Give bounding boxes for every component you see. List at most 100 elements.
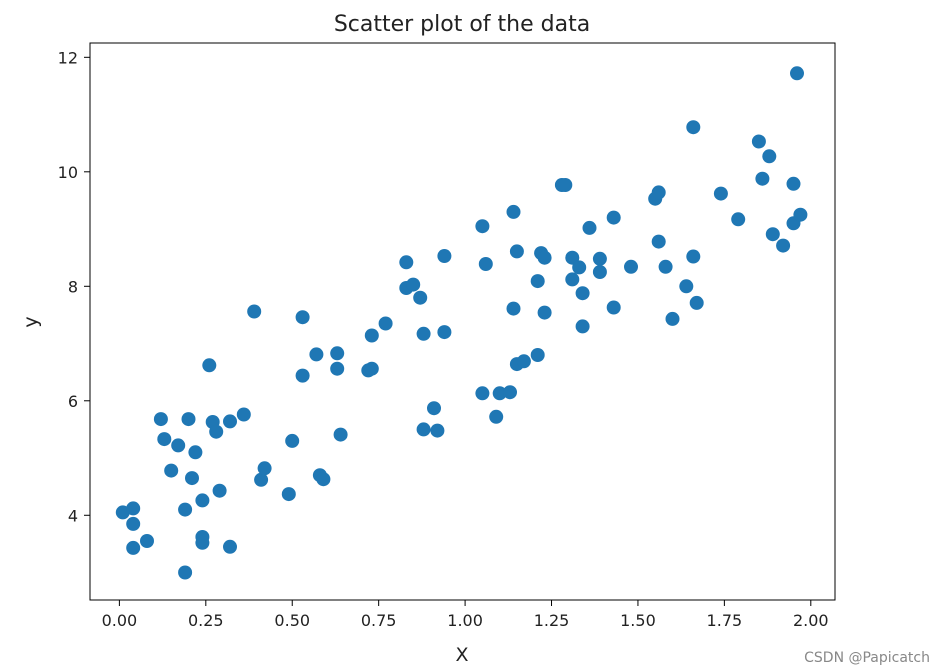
data-point [181, 412, 196, 427]
data-point [378, 316, 393, 331]
data-point [212, 483, 227, 498]
data-point [178, 565, 193, 580]
x-axis-ticks: 0.00 0.25 0.50 0.75 1.00 1.25 1.50 1.75 2.00 [102, 600, 829, 630]
data-point [309, 347, 324, 362]
data-point [765, 227, 780, 242]
data-point [254, 472, 269, 487]
data-point [475, 386, 490, 401]
data-point [558, 178, 573, 192]
data-point [530, 274, 545, 289]
data-point [592, 251, 607, 266]
data-point [195, 493, 210, 508]
y-tick-label: 12 [58, 48, 78, 67]
data-point [686, 120, 701, 135]
data-point [202, 358, 217, 373]
data-point [575, 319, 590, 334]
data-point [537, 250, 552, 265]
data-point [126, 516, 141, 531]
data-point [157, 432, 172, 447]
y-axis-ticks: 4 6 8 10 12 [58, 48, 90, 525]
data-point [437, 249, 452, 263]
data-point [582, 220, 597, 235]
axes-frame [89, 42, 836, 601]
data-point [689, 295, 704, 310]
data-point [364, 361, 379, 376]
data-point [651, 234, 666, 249]
data-point [295, 310, 310, 325]
data-point [333, 427, 348, 442]
data-point [624, 259, 638, 274]
data-point [281, 487, 296, 502]
data-point [686, 249, 701, 264]
data-point [565, 250, 580, 265]
data-point [171, 438, 186, 453]
y-tick-label: 6 [68, 392, 78, 411]
data-point [153, 412, 168, 427]
data-point [606, 300, 621, 315]
data-point [516, 354, 531, 369]
data-point [164, 463, 179, 478]
data-point [330, 346, 345, 361]
data-point [330, 361, 345, 376]
data-point [606, 210, 621, 225]
data-point [185, 471, 199, 486]
data-point [572, 260, 587, 275]
data-point [209, 424, 224, 439]
data-point [427, 401, 441, 416]
data-point [786, 176, 801, 191]
x-tick-label: 0.25 [188, 611, 224, 630]
data-point [489, 409, 504, 424]
data-point [475, 219, 490, 234]
data-point [503, 385, 517, 400]
data-point [506, 204, 521, 219]
data-point [223, 539, 237, 554]
data-point [316, 472, 331, 487]
x-tick-label: 0.50 [274, 611, 310, 630]
data-point [126, 501, 141, 516]
data-point [413, 290, 428, 305]
data-point [247, 304, 262, 319]
data-point [506, 301, 521, 316]
data-point [416, 422, 431, 437]
data-point [478, 257, 493, 271]
data-point [188, 445, 203, 460]
data-point [679, 279, 694, 294]
data-point [416, 326, 431, 341]
data-point [236, 407, 251, 422]
watermark: CSDN @Papicatch [804, 650, 930, 666]
data-point [437, 325, 452, 340]
data-point [406, 277, 421, 292]
x-tick-label: 0.75 [361, 611, 397, 630]
data-point [762, 149, 777, 164]
data-point [285, 433, 300, 448]
data-points [115, 66, 808, 580]
y-axis-label: y [20, 316, 42, 327]
x-tick-label: 1.50 [620, 611, 656, 630]
data-point [665, 311, 680, 326]
chart-title: Scatter plot of the data [334, 12, 590, 37]
x-tick-label: 1.00 [447, 611, 483, 630]
data-point [651, 185, 666, 200]
x-tick-label: 0.00 [102, 611, 138, 630]
data-point [399, 255, 414, 270]
x-tick-label: 1.25 [534, 611, 570, 630]
data-point [509, 244, 524, 259]
data-point [731, 212, 746, 227]
data-point [364, 328, 379, 343]
y-tick-label: 8 [68, 277, 78, 296]
data-point [492, 386, 507, 401]
data-point [178, 502, 193, 517]
data-point [658, 259, 673, 274]
data-point [530, 348, 545, 362]
data-point [126, 540, 141, 555]
data-point [776, 238, 791, 253]
data-point [257, 461, 272, 476]
data-point [223, 414, 237, 429]
data-point [790, 66, 804, 81]
data-point [751, 134, 766, 149]
x-axis-label: X [455, 644, 468, 666]
data-point [195, 535, 210, 550]
data-point [592, 265, 607, 279]
data-point [713, 186, 728, 201]
